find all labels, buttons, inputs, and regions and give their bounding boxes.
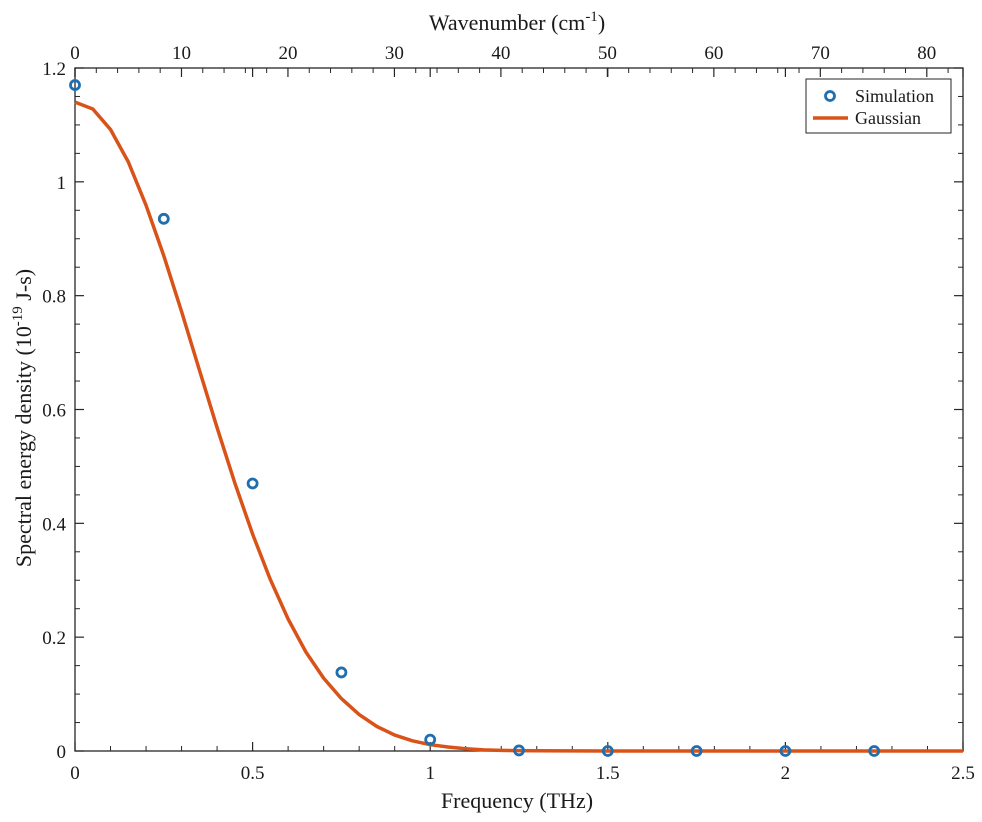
top-tick-label: 70 (811, 43, 830, 64)
simulation-point (335, 666, 348, 679)
x-axis-title: Frequency (THz) (441, 788, 593, 813)
y-tick-label: 0.8 (42, 287, 66, 308)
top-tick-label: 0 (70, 43, 80, 64)
simulation-point (513, 744, 525, 757)
simulation-point (424, 733, 437, 746)
x-tick-label: 2.5 (951, 763, 975, 784)
x-tick-label: 1 (425, 763, 435, 784)
top-tick-label: 10 (172, 43, 191, 64)
x-tick-label: 2 (781, 763, 791, 784)
legend-simulation-label: Simulation (855, 86, 934, 106)
top-tick-label: 30 (385, 43, 404, 64)
data-layer (69, 79, 963, 757)
y-tick-label: 0 (57, 742, 67, 763)
top-tick-label: 80 (917, 43, 936, 64)
top-axis-title-sup: -1 (585, 9, 598, 25)
y-axis-title-sup: -19 (10, 306, 26, 326)
top-tick-label: 50 (598, 43, 617, 64)
simulation-point (69, 79, 81, 91)
y-tick-label: 0.4 (42, 514, 66, 535)
x-tick-label: 1.5 (596, 763, 620, 784)
simulation-point (779, 745, 792, 757)
axes-layer: 0 0.5 1 1.5 2 2.5 0 10 20 30 40 50 60 70 80 0 0.2 0.4 0.6 0… (42, 43, 975, 784)
top-tick-label: 20 (278, 43, 297, 64)
top-axis-title-base: Wavenumber (cm (429, 10, 585, 35)
simulation-point (868, 745, 881, 757)
simulation-point (246, 477, 259, 490)
y-axis-title-base: Spectral energy density (10 (11, 326, 36, 567)
top-axis-title: Wavenumber (cm-1) (429, 9, 605, 35)
legend-simulation-marker (824, 90, 836, 102)
y-tick-label: 1.2 (42, 59, 66, 80)
legend-box (805, 78, 952, 134)
gaussian-line (74, 100, 963, 753)
y-axis-title: Spectral energy density (10-19 J-s) (10, 269, 36, 567)
y-tick-label: 0.6 (42, 401, 66, 422)
plot-frame (74, 67, 964, 752)
simulation-point (690, 745, 703, 757)
top-tick-label: 40 (491, 43, 510, 64)
x-tick-label: 0 (70, 763, 80, 784)
top-tick-label: 60 (704, 43, 723, 64)
legend-gaussian-label: Gaussian (855, 108, 921, 128)
y-tick-label: 1 (57, 173, 67, 194)
y-tick-label: 0.2 (42, 628, 66, 649)
x-tick-label: 0.5 (241, 763, 265, 784)
y-axis-title-tail: J-s) (11, 269, 36, 306)
simulation-point (157, 212, 170, 225)
top-axis-title-tail: ) (598, 10, 605, 35)
simulation-point (601, 745, 614, 757)
